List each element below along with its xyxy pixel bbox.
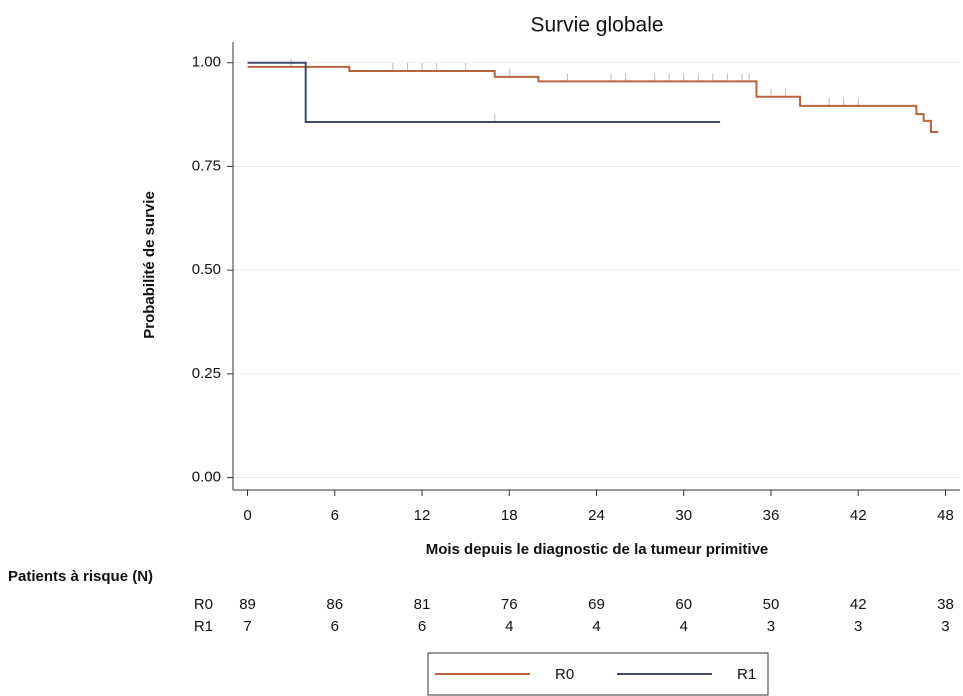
x-tick-label: 18: [501, 507, 518, 524]
at-risk-value: 69: [588, 596, 605, 613]
at-risk-value: 4: [592, 618, 600, 635]
at-risk-title: Patients à risque (N): [8, 568, 153, 585]
at-risk-value: 6: [418, 618, 426, 635]
at-risk-row-label: R1: [194, 618, 213, 635]
at-risk-value: 42: [850, 596, 867, 613]
x-tick-label: 36: [763, 507, 780, 524]
at-risk-value: 81: [414, 596, 431, 613]
y-tick-label: 0.75: [192, 157, 221, 174]
survival-curve: [247, 65, 939, 134]
x-axis-label: Mois depuis le diagnostic de la tumeur p…: [426, 541, 769, 558]
at-risk-value: 4: [505, 618, 513, 635]
y-tick-label: 0.50: [192, 261, 221, 278]
at-risk-value: 50: [763, 596, 780, 613]
y-tick-label: 0.25: [192, 365, 221, 382]
at-risk-row-label: R0: [194, 596, 213, 613]
at-risk-value: 3: [767, 618, 775, 635]
x-tick-label: 48: [937, 507, 954, 524]
at-risk-value: 3: [854, 618, 862, 635]
at-risk-value: 7: [243, 618, 251, 635]
at-risk-value: 86: [326, 596, 343, 613]
x-tick-label: 0: [243, 507, 251, 524]
at-risk-value: 38: [937, 596, 954, 613]
x-tick-label: 42: [850, 507, 867, 524]
at-risk-value: 4: [680, 618, 688, 635]
x-tick-label: 12: [414, 507, 431, 524]
at-risk-value: 60: [675, 596, 692, 613]
y-tick-label: 0.00: [192, 469, 221, 486]
at-risk-value: 76: [501, 596, 518, 613]
x-tick-label: 6: [331, 507, 339, 524]
x-tick-label: 24: [588, 507, 605, 524]
y-axis-label: Probabilité de survie: [141, 191, 158, 339]
at-risk-value: 3: [941, 618, 949, 635]
y-tick-label: 1.00: [192, 54, 221, 71]
chart-title: Survie globale: [530, 14, 663, 37]
legend-label: R0: [555, 666, 574, 683]
x-tick-label: 30: [675, 507, 692, 524]
legend-label: R1: [737, 666, 756, 683]
survival-curve: [247, 61, 721, 124]
at-risk-value: 6: [331, 618, 339, 635]
at-risk-value: 89: [239, 596, 256, 613]
